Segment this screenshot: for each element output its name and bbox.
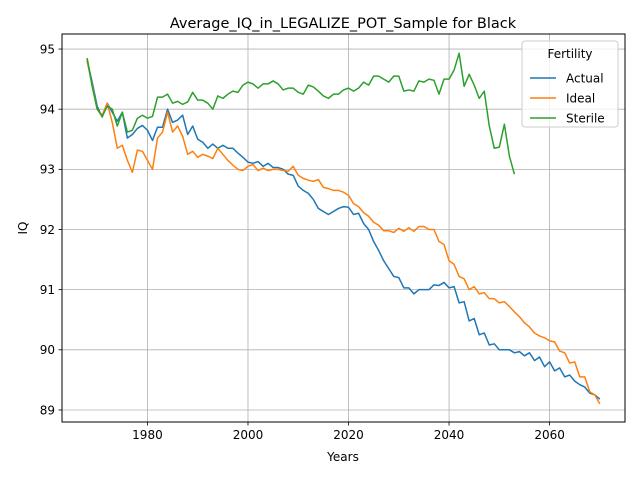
x-axis-label: Years	[326, 450, 359, 464]
y-tick-label: 89	[40, 403, 55, 417]
x-tick-label: 2020	[333, 428, 364, 442]
series-lines	[86, 52, 601, 405]
x-tick-label: 1980	[132, 428, 163, 442]
y-tick-label: 92	[40, 223, 55, 237]
legend: Fertility Actual Ideal Sterile	[521, 40, 619, 128]
legend-label-sterile: Sterile	[566, 111, 605, 125]
y-axis-ticks: 89 90 91 92 93 94 95	[40, 42, 62, 417]
y-tick-label: 91	[40, 283, 55, 297]
legend-label-ideal: Ideal	[566, 91, 595, 105]
x-tick-label: 2040	[434, 428, 465, 442]
legend-title: Fertility	[547, 47, 592, 61]
series-line-ideal	[86, 60, 601, 405]
y-tick-label: 94	[40, 102, 55, 116]
x-tick-label: 2000	[233, 428, 264, 442]
series-line-actual	[86, 59, 601, 400]
y-tick-label: 93	[40, 163, 55, 177]
x-tick-label: 2060	[534, 428, 565, 442]
legend-label-actual: Actual	[566, 71, 604, 85]
y-axis-label: IQ	[16, 222, 30, 235]
series-line-sterile	[86, 52, 516, 175]
plot-frame	[61, 33, 626, 423]
chart-title: Average_IQ_in_LEGALIZE_POT_Sample for Bl…	[170, 16, 517, 32]
y-tick-label: 90	[40, 343, 55, 357]
y-tick-label: 95	[40, 42, 55, 56]
legend-box	[521, 40, 619, 128]
x-axis-ticks: 1980 2000 2020 2040 2060	[132, 422, 565, 442]
